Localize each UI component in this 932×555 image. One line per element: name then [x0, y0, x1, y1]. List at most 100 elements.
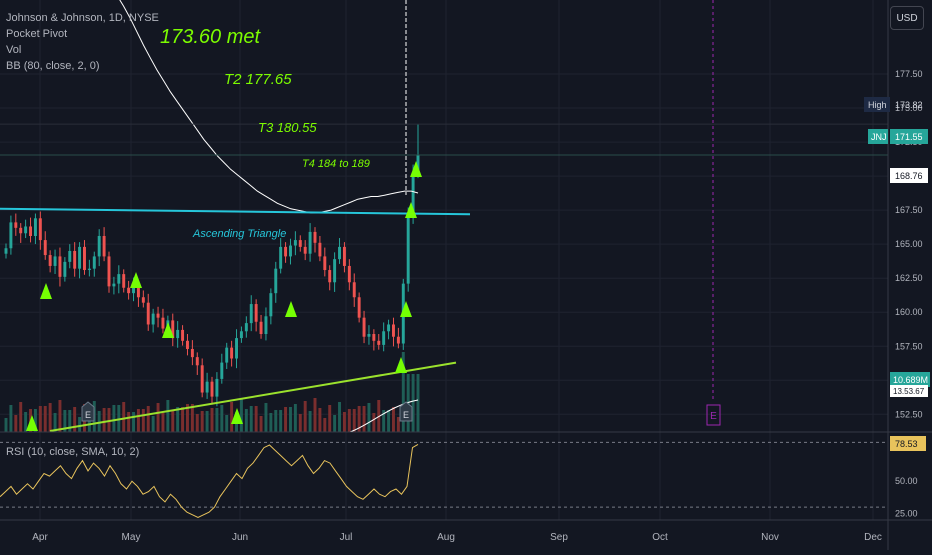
pocket-pivot-marker: [395, 357, 407, 373]
volume-bar: [58, 400, 62, 432]
volume-bar: [205, 411, 209, 432]
candle-body: [29, 226, 32, 236]
candle-body: [4, 248, 8, 254]
volume-bar: [254, 406, 258, 432]
volume-bar: [19, 402, 23, 432]
volume-bar: [333, 415, 337, 432]
volume-bar: [274, 410, 278, 432]
candle-body: [87, 268, 91, 271]
volume-value: 10.689M: [893, 375, 928, 385]
candle-body: [328, 270, 332, 283]
candle-body: [215, 378, 219, 397]
candle-body: [43, 240, 47, 256]
candle-body: [362, 317, 366, 337]
volume-bar: [127, 412, 131, 432]
price-tick-label: 152.50: [895, 409, 923, 419]
high-price-label: High 173.82: [864, 97, 923, 112]
candle-body: [161, 317, 165, 329]
currency-button[interactable]: USD: [890, 6, 924, 30]
candle-body: [181, 329, 185, 341]
annotation-pattern: Ascending Triangle: [192, 228, 286, 240]
candle-body: [323, 256, 327, 271]
volume-bar: [308, 411, 312, 432]
volume-bar: [141, 409, 145, 432]
price-tick-label: 175.00: [895, 103, 923, 113]
volume-bar: [269, 413, 273, 432]
overlays: [0, 0, 888, 433]
upcoming-earnings-marker-label: E: [710, 411, 717, 422]
volume-bar: [244, 409, 248, 432]
support-line: [49, 361, 457, 432]
volume-bar: [14, 415, 18, 432]
volume-bar: [298, 414, 302, 432]
volume-bar: [200, 411, 204, 432]
volume-bar: [97, 411, 101, 432]
candle-body: [259, 321, 263, 334]
candle-body: [97, 236, 101, 257]
volume-bar: [323, 418, 327, 432]
price-tick-label: 165.00: [895, 239, 923, 249]
candle-body: [298, 240, 302, 247]
volume-ma-value: 13.53.67: [893, 387, 925, 396]
volume-bar: [313, 398, 317, 432]
annotation-t2: T2 177.65: [224, 71, 292, 88]
volume-bar: [9, 405, 13, 432]
candle-body: [68, 250, 72, 262]
pocket-pivot-marker: [405, 202, 417, 218]
indicator-volume[interactable]: Vol: [6, 44, 22, 56]
candle-body: [19, 227, 23, 234]
volume-bar: [347, 409, 351, 432]
candle-body: [338, 246, 341, 260]
volume-bar: [264, 403, 268, 432]
candle-body: [289, 245, 292, 257]
candle-body: [264, 316, 268, 334]
volume-bar: [401, 352, 405, 432]
candle-body: [190, 348, 194, 358]
volume-bar: [78, 417, 82, 432]
rsi-value: 78.53: [895, 439, 918, 449]
candle-body: [235, 338, 238, 359]
month-tick-label: Nov: [761, 532, 779, 543]
volume-bar: [102, 408, 106, 432]
candle-body: [176, 329, 180, 339]
volume-bar: [342, 412, 346, 432]
volume-bar: [318, 408, 322, 432]
candle-body: [313, 231, 317, 243]
candle-body: [372, 334, 376, 341]
rsi-line: [0, 443, 419, 518]
symbol-title[interactable]: Johnson & Johnson, 1D, NYSE: [6, 12, 159, 24]
candle-body: [112, 283, 116, 287]
candle-body: [205, 381, 209, 393]
candle-body: [347, 265, 351, 283]
candle-body: [367, 334, 371, 337]
volume-bar: [357, 406, 361, 432]
volume-bar: [73, 407, 77, 432]
volume-bar: [279, 410, 283, 432]
bb-value: 168.76: [895, 171, 923, 181]
volume-bar: [171, 410, 175, 432]
volume-bar: [53, 413, 57, 432]
candle-body: [117, 274, 121, 284]
volume-bar: [352, 409, 356, 432]
candle-body: [63, 261, 67, 277]
volume-bar: [396, 417, 400, 432]
volume-bar: [151, 416, 155, 432]
volume-bar: [293, 404, 297, 432]
candle-body: [308, 231, 312, 254]
candle-body: [151, 313, 155, 325]
indicator-pocket-pivot[interactable]: Pocket Pivot: [6, 28, 68, 40]
volume-bar: [4, 418, 8, 432]
annotation-t3: T3 180.55: [258, 120, 317, 135]
volume-bar: [186, 404, 189, 432]
pocket-pivot-marker: [410, 161, 422, 177]
month-tick-label: Sep: [550, 532, 568, 543]
indicator-bollinger[interactable]: BB (80, close, 2, 0): [6, 60, 100, 72]
candle-body: [58, 256, 62, 277]
candle-body: [53, 256, 57, 266]
volume-bar: [303, 401, 307, 432]
pocket-pivot-marker: [162, 322, 174, 338]
candle-body: [132, 286, 135, 294]
volume-bar: [249, 406, 253, 432]
